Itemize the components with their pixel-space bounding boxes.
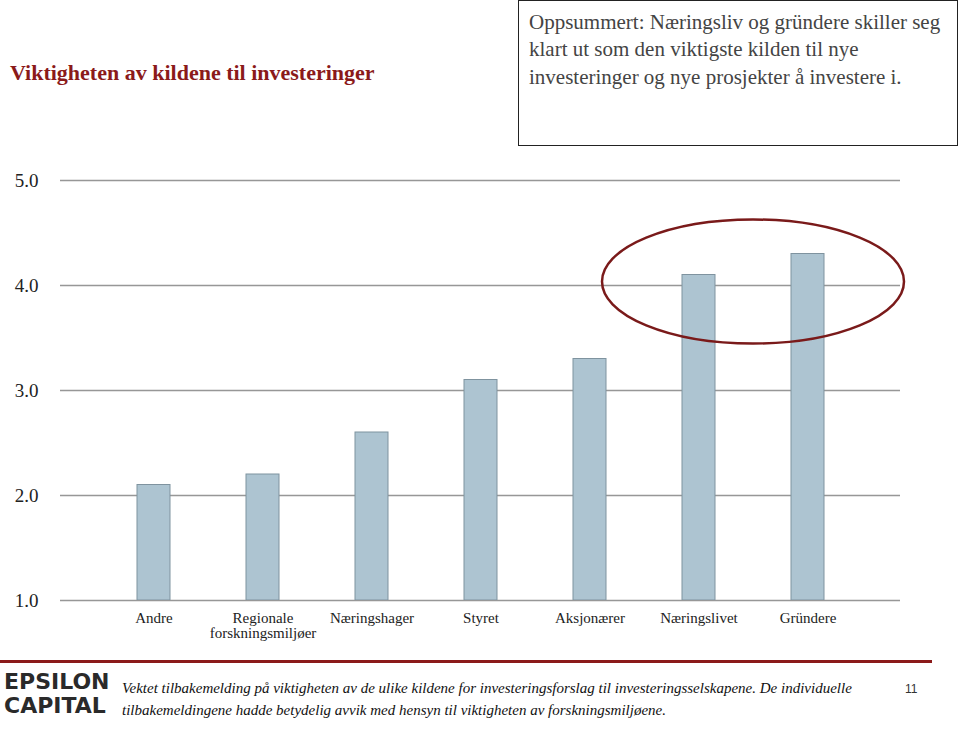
svg-text:2.0: 2.0 [15,485,39,506]
html-text:Oppsummert: Næringsliv og grün: Oppsummert: Næringsliv og gründere skill… [529,10,941,89]
svg-text:1.0: 1.0 [15,590,39,611]
html-text:Viktigheten av kildene til inv: Viktigheten av kildene til investeringer [10,60,375,85]
svg-text:5.0: 5.0 [15,170,39,191]
html-text:EPSILON: EPSILON [4,669,110,694]
svg-text:Andre: Andre [135,610,173,626]
html-text:11: 11 [905,682,918,696]
svg-text:Aksjonærer: Aksjonærer [555,610,625,626]
svg-text:Regionaleforskningsmiljøer: Regionaleforskningsmiljøer [210,610,317,641]
html-text:CAPITAL: CAPITAL [4,693,106,719]
svg-text:Styret: Styret [463,610,500,626]
svg-text:Næringshager: Næringshager [330,610,414,626]
svg-text:3.0: 3.0 [15,380,39,401]
svg-text:Næringslivet: Næringslivet [660,610,738,626]
svg-text:Gründere: Gründere [780,610,837,626]
html-text:Vektet tilbakemelding på vikti: Vektet tilbakemelding på viktigheten av … [122,680,852,718]
svg-text:4.0: 4.0 [15,275,39,296]
